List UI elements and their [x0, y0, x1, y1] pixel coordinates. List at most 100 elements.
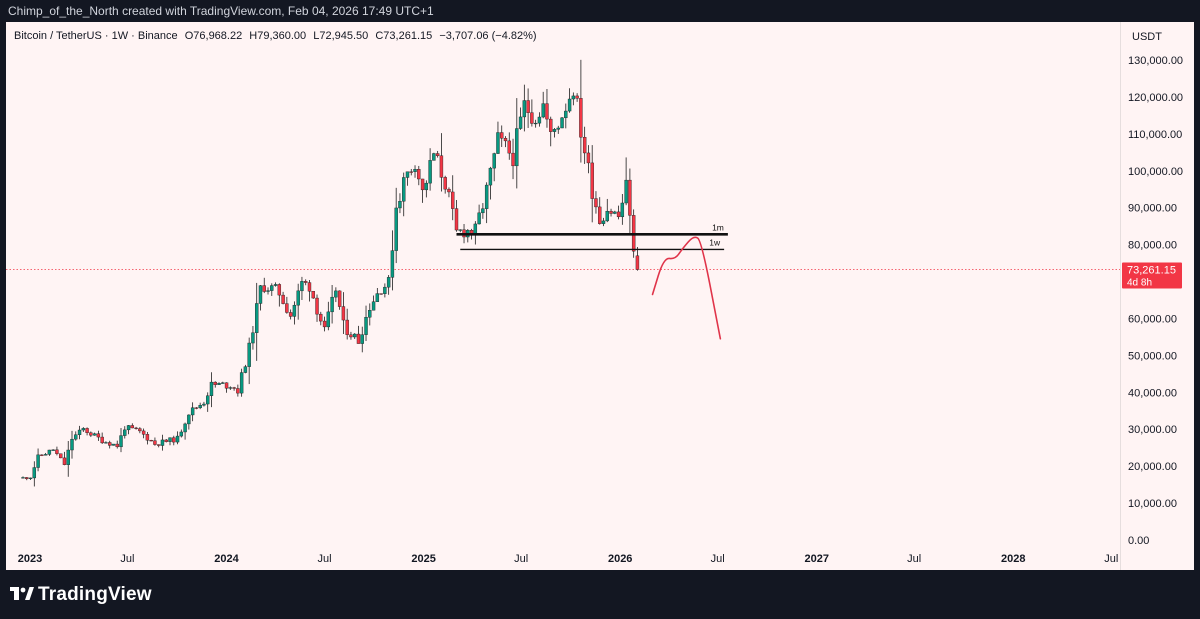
candle-body: [567, 98, 572, 112]
candle: [507, 132, 511, 160]
candle: [545, 89, 549, 128]
candle-body: [511, 152, 515, 167]
candle: [262, 277, 266, 294]
candle-body: [356, 333, 361, 344]
candle: [157, 444, 161, 448]
candle-body: [288, 312, 293, 317]
candle-body: [25, 477, 29, 479]
candle-body: [379, 293, 383, 295]
candle-body: [96, 433, 101, 438]
candle: [496, 121, 500, 154]
candle: [515, 98, 519, 189]
candle: [107, 440, 112, 449]
candle-body: [281, 294, 285, 304]
candle: [518, 107, 523, 130]
candle: [123, 426, 127, 439]
candle-body: [477, 212, 481, 225]
candle: [443, 175, 447, 194]
candle-body: [545, 103, 549, 120]
candle-body: [251, 332, 255, 344]
candle-body: [40, 454, 44, 456]
candle-body: [232, 387, 236, 389]
candle: [481, 203, 485, 219]
candle-body: [70, 438, 74, 451]
candle: [439, 133, 444, 192]
candle-body: [530, 112, 534, 124]
candle-body: [522, 100, 527, 118]
candle: [526, 88, 530, 128]
candle-body: [386, 277, 391, 288]
candle: [47, 449, 52, 456]
candle-body: [228, 387, 233, 389]
candle-body: [85, 428, 89, 433]
candle: [70, 430, 74, 459]
candle-body: [594, 198, 598, 208]
candle-body: [141, 430, 146, 435]
candle-body: [247, 342, 251, 367]
candle: [368, 303, 372, 326]
time-tick-label: 2025: [411, 553, 435, 565]
candle: [549, 116, 553, 147]
candle-body: [236, 388, 240, 394]
candle: [522, 84, 527, 132]
candle: [247, 337, 251, 385]
candle: [315, 294, 319, 322]
candle: [424, 180, 429, 198]
level-label-1w: 1w: [709, 237, 721, 247]
candle-body: [74, 434, 78, 440]
candle-body: [503, 137, 508, 142]
candle: [25, 477, 29, 481]
candle-body: [330, 296, 334, 313]
candle: [21, 476, 25, 479]
candle-body: [353, 333, 357, 338]
candle: [473, 221, 478, 245]
chart-panel[interactable]: [6, 22, 1120, 570]
candle-body: [32, 467, 37, 479]
candle-body: [628, 179, 632, 216]
candle-body: [89, 432, 93, 436]
candle: [168, 437, 172, 446]
candle-body: [405, 171, 410, 178]
candle-body: [533, 122, 538, 125]
candle-body: [337, 290, 342, 307]
candle-body: [624, 179, 628, 204]
candle-body: [77, 429, 82, 435]
candle-body: [179, 431, 184, 437]
candle-body: [571, 95, 576, 100]
candle: [326, 301, 331, 331]
candle: [360, 326, 364, 353]
candle: [417, 165, 421, 186]
candle-body: [36, 454, 40, 468]
symbol-title: Bitcoin / TetherUS · 1W · Binance: [14, 30, 178, 42]
candle: [300, 276, 304, 301]
candle: [258, 284, 263, 311]
candle: [270, 283, 274, 296]
candle: [364, 305, 368, 342]
price-scale[interactable]: [1120, 22, 1194, 570]
candle: [58, 453, 63, 459]
candle: [145, 431, 150, 445]
candle-body: [111, 443, 116, 446]
candle-body: [428, 160, 432, 184]
candle: [477, 204, 481, 225]
price-tick-label: 80,000.00: [1128, 240, 1177, 252]
candle: [405, 171, 410, 186]
candle: [575, 93, 579, 102]
candle-body: [157, 444, 161, 446]
candlestick-chart[interactable]: 1m 1w USDT 0.00 10,000.00 20,000.00 30,000.00…: [0, 0, 1200, 570]
candle: [605, 198, 609, 223]
candle-body: [55, 449, 59, 454]
candle: [255, 282, 259, 361]
candle-body: [58, 453, 63, 459]
candle-body: [345, 319, 349, 335]
candle-body: [115, 443, 119, 448]
candle: [149, 439, 153, 442]
time-tick-label: Jul: [514, 553, 528, 565]
time-tick-label: Jul: [120, 553, 134, 565]
candle: [307, 279, 312, 302]
candles-group: [6, 59, 1120, 487]
candle-body: [402, 177, 406, 202]
countdown-text: 4d 8h: [1127, 277, 1152, 288]
candle-body: [160, 439, 165, 446]
candle-body: [164, 439, 168, 442]
